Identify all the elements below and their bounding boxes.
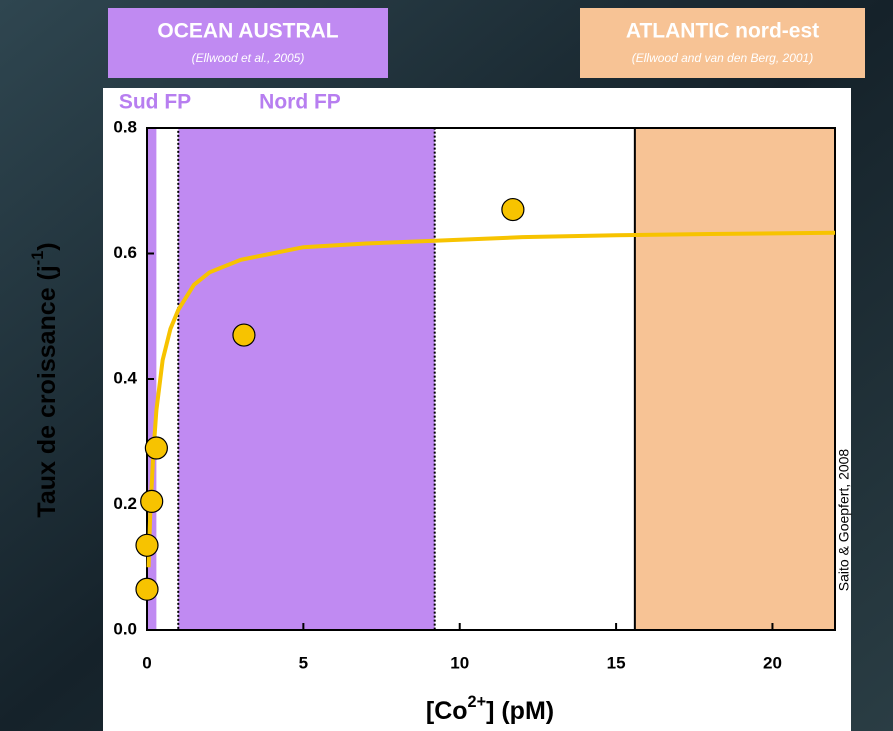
point — [232, 323, 256, 347]
y-tick-label: 0.0 — [113, 619, 137, 638]
label-sup: -1 — [29, 251, 47, 265]
y-tick-label: 0.8 — [113, 117, 137, 136]
y-tick-label: 0.2 — [113, 494, 137, 513]
point — [501, 197, 525, 222]
header-subtitle: (Ellwood and van den Berg, 2001) — [632, 51, 813, 65]
label-tail: ) — [33, 242, 61, 250]
label-sup: 2+ — [468, 693, 487, 711]
header-title: ATLANTIC nord-est — [626, 20, 819, 43]
x-tick-label: 0 — [142, 653, 151, 672]
band — [633, 127, 837, 631]
axis-label: Taux de croissance (j-1) — [29, 242, 60, 517]
label-tail: ] (pM) — [486, 697, 554, 725]
side-note: Saito & Goepfert, 2008 — [836, 449, 852, 592]
header-title: OCEAN AUSTRAL — [157, 20, 338, 43]
label-text: Taux de croissance (j — [33, 265, 61, 517]
y-tick-label: 0.6 — [113, 243, 137, 262]
band — [177, 127, 436, 631]
header-box — [580, 8, 865, 78]
axis-label: [Co2+] (pM) — [426, 693, 554, 724]
point — [135, 577, 159, 601]
fit-line — [146, 230, 836, 568]
header-subtitle: (Ellwood et al., 2005) — [192, 51, 305, 65]
x-tick-label: 5 — [299, 653, 308, 672]
x-tick-label: 10 — [450, 653, 469, 672]
x-tick-label: 20 — [763, 653, 782, 672]
x-tick-label: 15 — [607, 653, 626, 672]
point — [144, 436, 168, 460]
point — [135, 533, 159, 557]
header-box — [108, 8, 388, 78]
y-tick-label: 0.4 — [113, 368, 137, 387]
label-text: [Co — [426, 697, 468, 725]
point — [140, 489, 164, 513]
band-label: Sud FP — [119, 91, 191, 114]
band-label: Nord FP — [259, 91, 341, 114]
